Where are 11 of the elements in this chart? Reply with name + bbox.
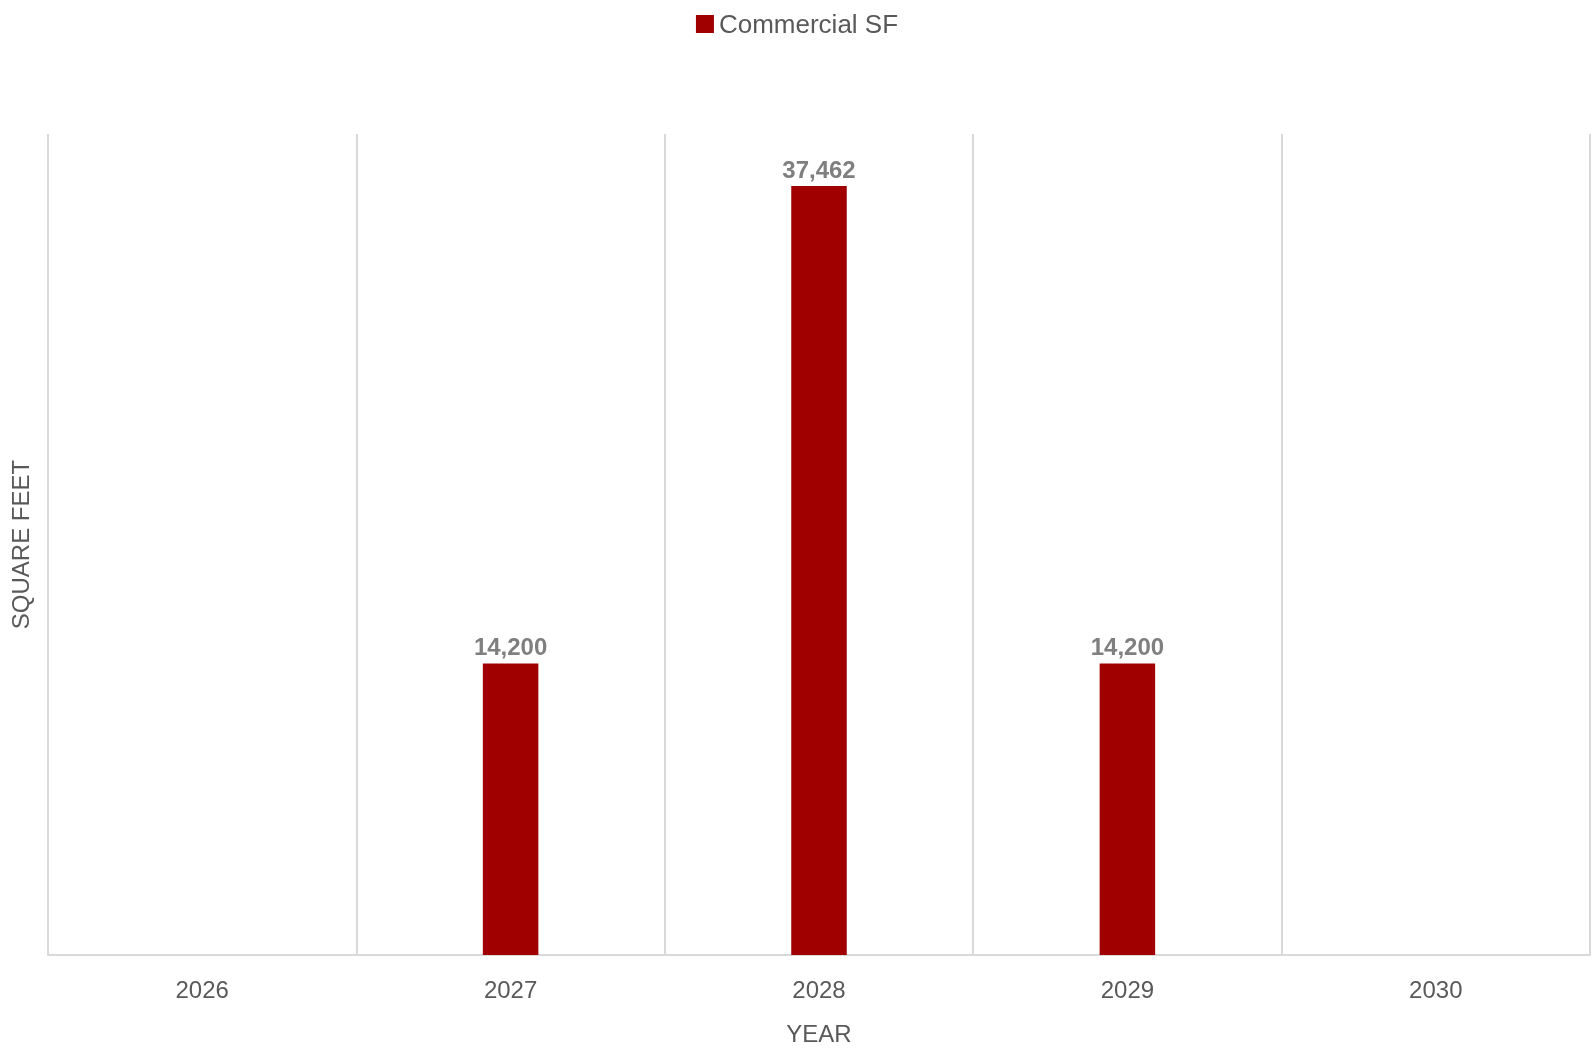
x-tick-label: 2026 — [175, 975, 229, 1003]
x-tick-label: 2027 — [483, 975, 538, 1003]
data-label: 14,200 — [473, 633, 548, 661]
data-label: 37,462 — [782, 155, 856, 183]
y-axis-title: SQUARE FEET — [6, 459, 34, 630]
x-tick-label: 2029 — [1100, 975, 1155, 1003]
x-tick-label: 2030 — [1409, 975, 1463, 1003]
x-tick-label: 2028 — [792, 975, 846, 1003]
x-axis-title: YEAR — [786, 1019, 852, 1047]
data-label: 14,200 — [1090, 633, 1165, 661]
legend-label: Commercial SF — [718, 9, 899, 39]
